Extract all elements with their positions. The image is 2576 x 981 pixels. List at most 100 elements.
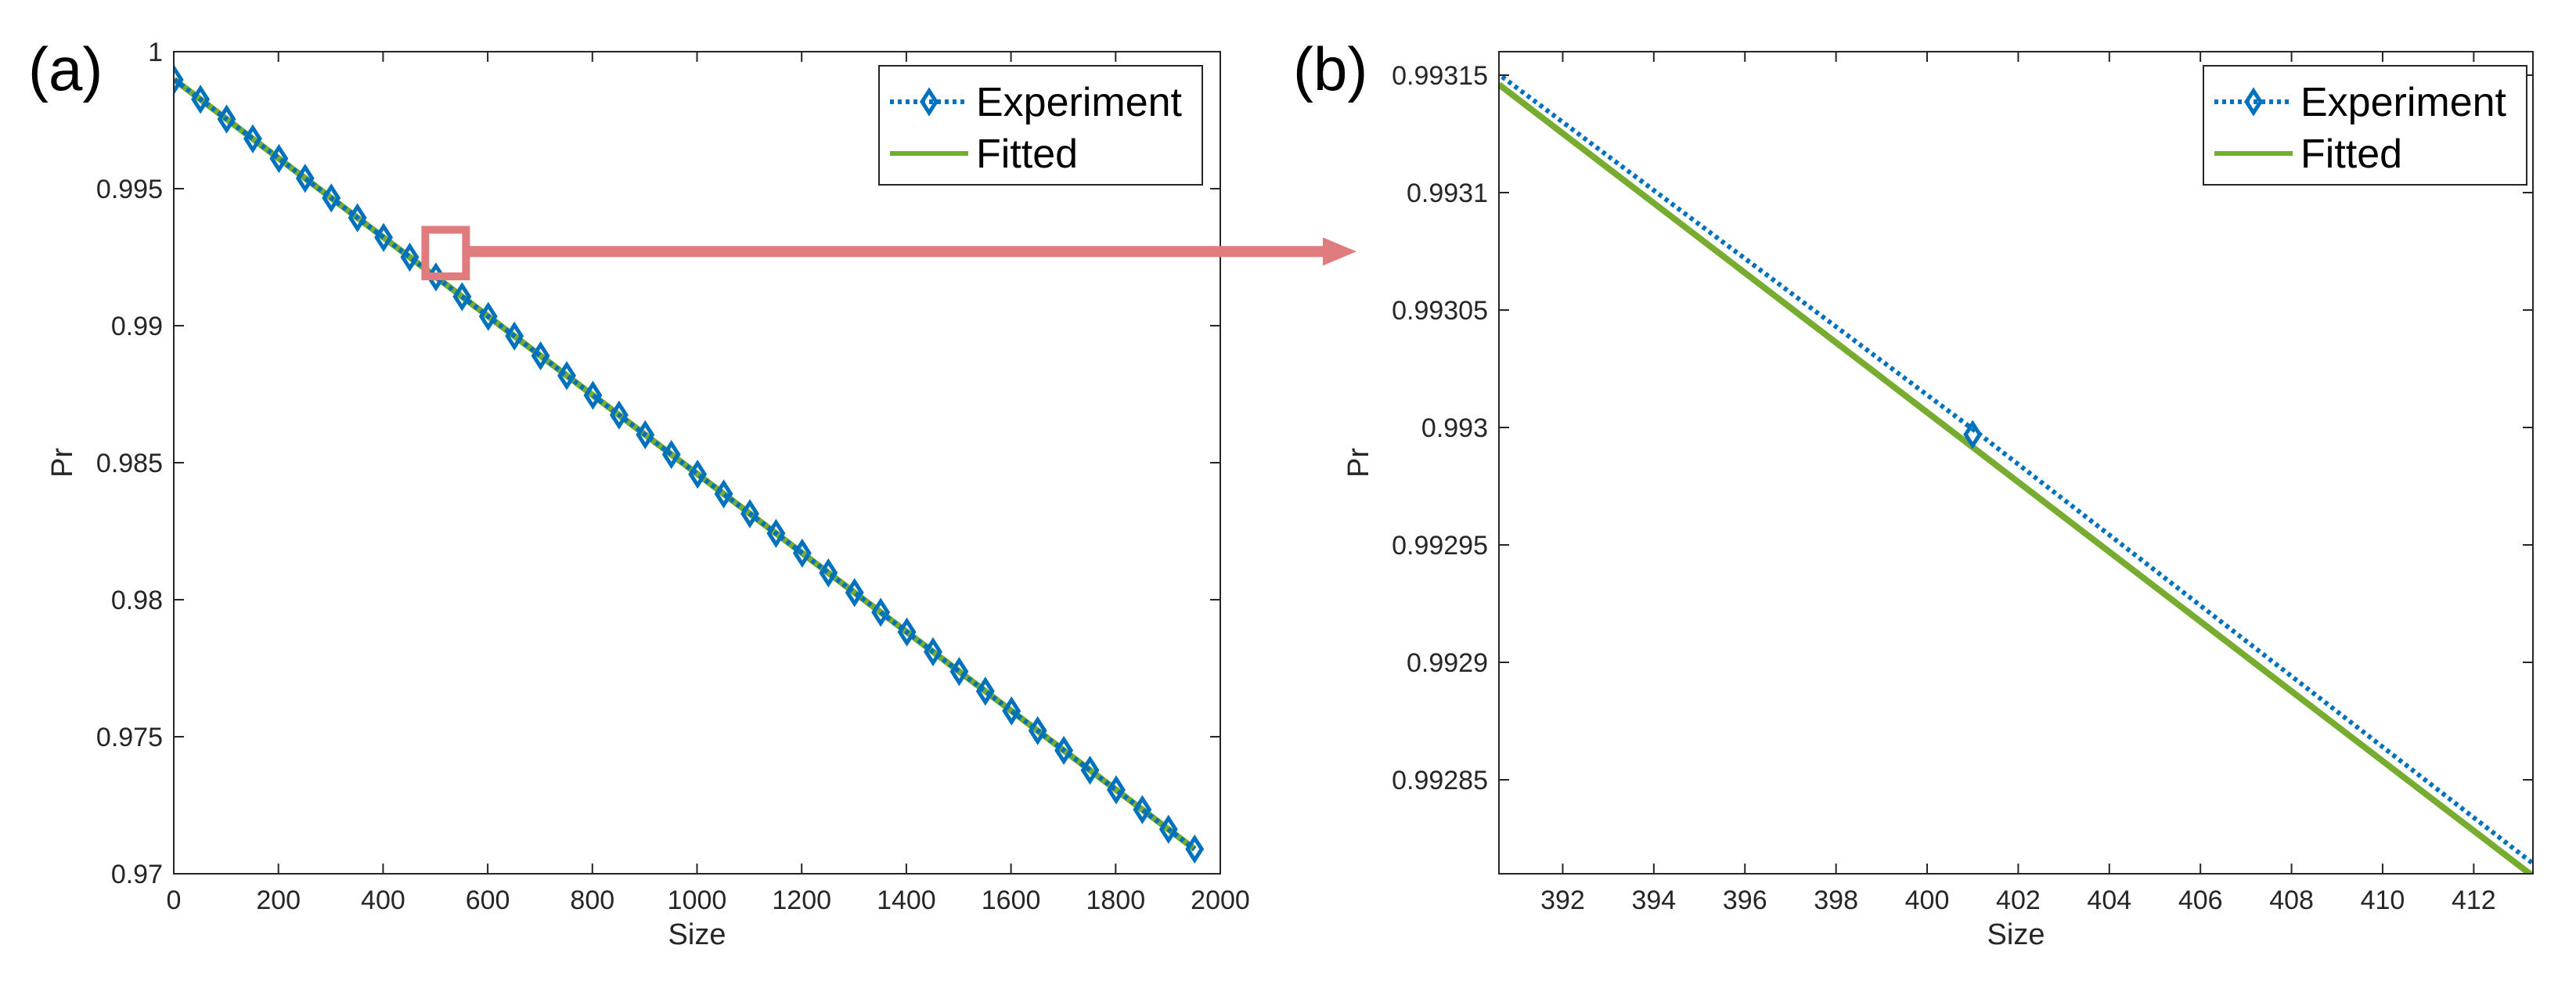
panel-a-experiment-point bbox=[348, 203, 367, 233]
panel-b-y-tick-label: 0.99305 bbox=[1392, 296, 1488, 326]
panel-a-experiment-point bbox=[557, 361, 577, 391]
panel-b-y-axis-label: Pr bbox=[1342, 448, 1375, 478]
panel-a-legend: Experiment Fitted bbox=[878, 65, 1203, 186]
panel-b-label: (b) bbox=[1293, 34, 1367, 103]
zoom-annotation bbox=[421, 225, 1356, 280]
panel-b-x-tick-label: 396 bbox=[1723, 885, 1767, 915]
panel-a-x-tick-label: 1800 bbox=[1086, 885, 1145, 915]
panel-a-experiment-point bbox=[609, 400, 629, 430]
panel-a-y-tick-label: 1 bbox=[148, 38, 163, 67]
panel-a-y-tick-label: 0.98 bbox=[111, 586, 163, 615]
panel-b-experiment-point bbox=[1963, 420, 1983, 449]
panel-b-x-tick-label: 392 bbox=[1540, 885, 1585, 915]
panel-b-x-tick-label: 400 bbox=[1905, 885, 1950, 915]
panel-a-experiment-point bbox=[269, 143, 289, 174]
panel-a-ticks: 0 200 400 600 800 1000 1200 1400 1600 1800 2000 0.9… bbox=[96, 38, 1250, 915]
panel-b-y-tick-label: 0.99285 bbox=[1392, 766, 1488, 795]
panel-a-x-tick-label: 800 bbox=[570, 885, 614, 915]
panel-b-x-tick-label: 398 bbox=[1814, 885, 1858, 915]
panel-a-x-tick-label: 600 bbox=[466, 885, 510, 915]
panel-a-experiment-point bbox=[505, 321, 524, 351]
panel-b-ticks: 392 394 396 398 400 402 404 406 408 410 412 0.99285… bbox=[1392, 52, 2533, 915]
panel-a-experiment-point bbox=[766, 518, 786, 548]
panel-a: (a) 0 200 400 600 800 1000 1200 1400 1600 1800 200… bbox=[28, 34, 1250, 951]
panel-a-experiment-point bbox=[688, 460, 708, 489]
panel-a-experiment-line bbox=[174, 78, 1197, 851]
panel-b-legend: Experiment Fitted bbox=[2203, 65, 2527, 186]
panel-a-experiment-point bbox=[400, 242, 420, 272]
panel-a-y-tick-label: 0.995 bbox=[96, 175, 163, 204]
panel-a-experiment-point bbox=[1002, 696, 1021, 726]
panel-a-experiment-point bbox=[1054, 735, 1074, 766]
panel-a-experiment-point bbox=[478, 301, 498, 331]
panel-b-legend-experiment-marker bbox=[2244, 87, 2263, 117]
panel-b-x-tick-label: 410 bbox=[2361, 885, 2405, 915]
panel-a-legend-fitted-label: Fitted bbox=[976, 132, 1078, 177]
panel-a-experiment-point bbox=[1158, 814, 1178, 844]
panel-a-y-tick-label: 0.97 bbox=[111, 860, 163, 889]
panel-b-experiment-line bbox=[1501, 74, 2533, 867]
panel-b-y-tick-label: 0.993 bbox=[1421, 413, 1488, 443]
panel-a-legend-experiment-label: Experiment bbox=[976, 80, 1183, 125]
panel-b: (b) 392 394 396 398 400 402 404 406 408 410 412 0.9… bbox=[1293, 34, 2534, 951]
panel-a-y-tick-label: 0.985 bbox=[96, 449, 163, 478]
panel-a-plot-area bbox=[174, 65, 1205, 864]
panel-a-x-tick-label: 200 bbox=[256, 885, 301, 915]
panel-a-experiment-point bbox=[1133, 795, 1152, 824]
panel-a-x-tick-label: 1200 bbox=[772, 885, 831, 915]
panel-a-y-tick-label: 0.975 bbox=[96, 723, 163, 752]
panel-a-experiment-point bbox=[975, 676, 995, 706]
panel-a-experiment-point bbox=[1106, 775, 1126, 805]
panel-a-label: (a) bbox=[28, 34, 103, 103]
panel-b-plot-area bbox=[1499, 74, 2533, 874]
panel-a-experiment-point bbox=[792, 538, 812, 568]
panel-a-experiment-point bbox=[845, 578, 864, 608]
panel-b-x-tick-label: 394 bbox=[1631, 885, 1676, 915]
panel-a-experiment-point bbox=[1028, 716, 1047, 745]
panel-a-experiment-point bbox=[661, 439, 681, 470]
panel-b-x-tick-label: 402 bbox=[1996, 885, 2041, 915]
panel-a-experiment-point bbox=[531, 341, 550, 371]
panel-a-y-tick-label: 0.99 bbox=[111, 312, 163, 341]
panel-b-legend-fitted-label: Fitted bbox=[2300, 132, 2402, 177]
panel-a-experiment-point bbox=[191, 85, 211, 114]
panel-a-x-tick-label: 400 bbox=[361, 885, 405, 915]
panel-a-experiment-point bbox=[897, 617, 917, 647]
panel-a-x-axis-label: Size bbox=[668, 918, 726, 951]
panel-b-legend-experiment-label: Experiment bbox=[2300, 80, 2507, 125]
panel-b-x-tick-label: 406 bbox=[2178, 885, 2223, 915]
panel-a-x-tick-label: 1000 bbox=[668, 885, 727, 915]
panel-b-legend-box bbox=[2203, 65, 2527, 186]
panel-a-experiment-point bbox=[243, 124, 262, 153]
panel-b-x-axis-label: Size bbox=[1987, 918, 2045, 951]
panel-b-fitted-line bbox=[1499, 81, 2533, 874]
panel-a-experiment-point bbox=[740, 499, 759, 528]
panel-b-x-tick-label: 404 bbox=[2087, 885, 2131, 915]
panel-a-experiment-point bbox=[583, 380, 603, 410]
panel-a-x-tick-label: 1400 bbox=[877, 885, 936, 915]
panel-a-experiment-point bbox=[819, 558, 838, 588]
panel-a-experiment-point bbox=[924, 637, 942, 667]
panel-a-experiment-point bbox=[322, 183, 341, 213]
panel-a-experiment-point bbox=[374, 222, 394, 252]
panel-a-experiment-point bbox=[636, 420, 655, 449]
panel-a-legend-box bbox=[878, 65, 1203, 186]
panel-b-y-tick-label: 0.99315 bbox=[1392, 61, 1488, 91]
panel-b-axes-box bbox=[1498, 51, 2534, 875]
panel-a-experiment-point bbox=[1080, 756, 1100, 785]
panel-a-y-axis-label: Pr bbox=[46, 448, 79, 478]
panel-a-legend-experiment-marker bbox=[920, 87, 939, 117]
panel-a-experiment-point bbox=[871, 597, 891, 627]
panel-a-experiment-point bbox=[1185, 834, 1205, 864]
panel-b-y-tick-label: 0.9931 bbox=[1407, 179, 1488, 208]
panel-a-experiment-point bbox=[949, 657, 969, 687]
panel-b-y-tick-label: 0.9929 bbox=[1407, 648, 1488, 678]
panel-b-x-tick-label: 408 bbox=[2269, 885, 2314, 915]
panel-a-x-tick-label: 0 bbox=[167, 885, 182, 915]
panel-b-y-tick-label: 0.99295 bbox=[1392, 531, 1488, 561]
panel-a-experiment-point bbox=[452, 282, 472, 312]
panel-a-experiment-point bbox=[714, 479, 733, 509]
panel-a-experiment-point bbox=[217, 104, 236, 134]
panel-b-x-tick-label: 412 bbox=[2452, 885, 2496, 915]
